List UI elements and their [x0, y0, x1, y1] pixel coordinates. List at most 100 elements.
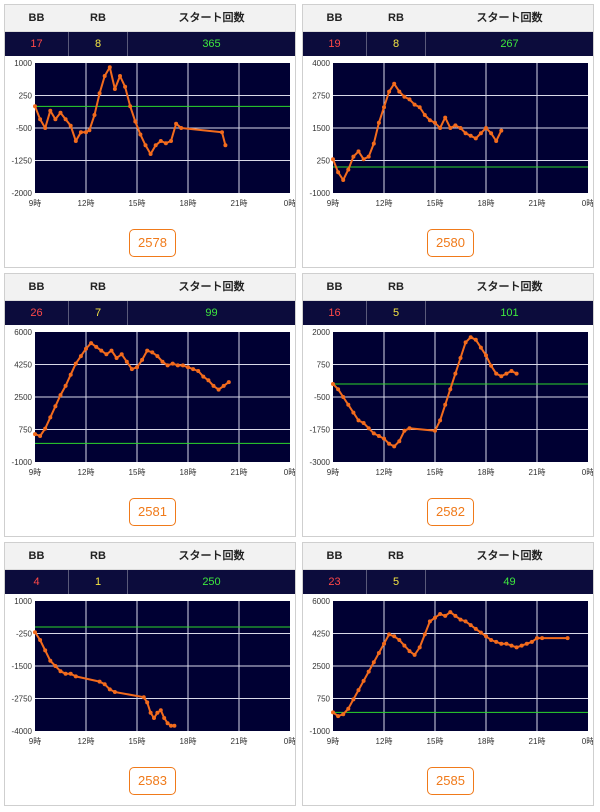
data-point	[63, 383, 68, 388]
machine-number-button[interactable]: 2583	[129, 767, 176, 795]
data-point	[529, 639, 534, 644]
data-point	[43, 426, 48, 431]
x-tick-label: 12時	[78, 468, 95, 477]
data-point	[336, 170, 341, 175]
x-tick-label: 21時	[231, 468, 248, 477]
data-point	[346, 706, 351, 711]
data-point	[382, 105, 386, 110]
y-tick-label: -2750	[12, 695, 33, 704]
x-tick-label: 15時	[427, 199, 444, 208]
y-tick-label: -1000	[310, 727, 331, 736]
machine-number-button[interactable]: 2581	[129, 498, 176, 526]
y-tick-label: 2500	[312, 662, 330, 671]
y-tick-label: 6000	[312, 597, 330, 606]
data-point	[97, 91, 102, 96]
machine-card-2585: BB RB スタート回数 23 5 49 9時 12時 15時 18時 21時 0時 600…	[302, 542, 594, 806]
data-point	[68, 671, 73, 676]
x-tick-label: 0時	[284, 468, 295, 477]
data-point	[220, 130, 224, 135]
y-tick-label: -3000	[310, 458, 331, 467]
data-point	[94, 344, 99, 349]
data-point	[158, 139, 163, 143]
machine-number-button[interactable]: 2578	[129, 229, 176, 257]
data-point	[48, 108, 53, 113]
data-point	[376, 120, 381, 125]
data-point	[97, 679, 102, 684]
data-point	[53, 117, 58, 122]
data-point	[478, 345, 483, 350]
card-header: BB RB スタート回数	[5, 274, 295, 301]
x-tick-label: 21時	[529, 468, 546, 477]
x-tick-label: 15時	[129, 468, 146, 477]
data-point	[514, 645, 519, 650]
y-tick-label: 2750	[312, 92, 330, 101]
data-point	[165, 721, 170, 726]
data-point	[417, 105, 422, 110]
data-point	[489, 131, 494, 136]
data-point	[172, 723, 177, 728]
data-point	[175, 363, 180, 368]
data-point	[458, 356, 463, 360]
x-tick-label: 21時	[231, 737, 248, 746]
y-tick-label: -500	[314, 393, 331, 402]
x-tick-label: 9時	[327, 199, 339, 208]
bb-count: 23	[328, 576, 341, 588]
data-point	[509, 643, 514, 648]
data-point	[162, 716, 167, 720]
data-point	[78, 354, 83, 359]
machine-number-button[interactable]: 2585	[427, 767, 474, 795]
data-point	[351, 154, 356, 159]
x-tick-label: 12時	[376, 199, 393, 208]
data-point	[366, 154, 371, 159]
data-point	[331, 157, 335, 162]
x-tick-label: 0時	[582, 737, 593, 746]
data-point	[341, 395, 346, 399]
data-point	[366, 426, 371, 431]
x-tick-label: 12時	[78, 199, 95, 208]
data-point	[397, 439, 402, 444]
machine-number-button[interactable]: 2580	[427, 229, 474, 257]
data-point	[346, 167, 351, 172]
data-point	[129, 367, 134, 372]
bb-count: 17	[30, 38, 43, 50]
rb-label: RB	[90, 12, 106, 24]
y-tick-label: -250	[16, 630, 33, 639]
data-point	[179, 126, 184, 130]
data-point	[519, 643, 524, 648]
series-line	[332, 82, 503, 181]
data-point	[43, 126, 48, 130]
data-point	[155, 710, 160, 715]
data-point	[73, 361, 78, 366]
y-tick-label: 250	[19, 92, 33, 101]
y-tick-label: 250	[317, 157, 331, 166]
machine-number-button[interactable]: 2582	[427, 498, 474, 526]
data-point	[58, 393, 63, 398]
bb-count: 4	[33, 576, 40, 588]
data-point	[58, 669, 63, 674]
data-point	[38, 117, 43, 122]
machine-card-2580: BB RB スタート回数 19 8 267 9時 12時 15時 18時 21時 0時 40…	[302, 4, 594, 268]
y-tick-label: -1500	[12, 662, 33, 671]
bb-count: 26	[30, 307, 43, 319]
start-count: 99	[205, 307, 218, 319]
bb-label: BB	[28, 281, 45, 293]
x-tick-label: 21時	[231, 199, 248, 208]
data-point	[128, 104, 133, 109]
data-point	[468, 335, 473, 340]
data-point	[145, 348, 150, 353]
card-values: 17 8 365	[5, 32, 295, 56]
data-point	[107, 687, 112, 692]
data-point	[504, 371, 509, 376]
data-point	[336, 714, 341, 719]
data-point	[407, 649, 412, 654]
data-point	[68, 123, 73, 128]
card-header: BB RB スタート回数	[5, 543, 295, 570]
data-point	[114, 356, 119, 360]
x-tick-label: 21時	[529, 199, 546, 208]
data-point	[331, 382, 335, 386]
data-point	[438, 126, 443, 130]
data-point	[463, 340, 468, 345]
data-point	[387, 632, 392, 637]
data-point	[473, 136, 478, 141]
data-point	[160, 359, 165, 364]
